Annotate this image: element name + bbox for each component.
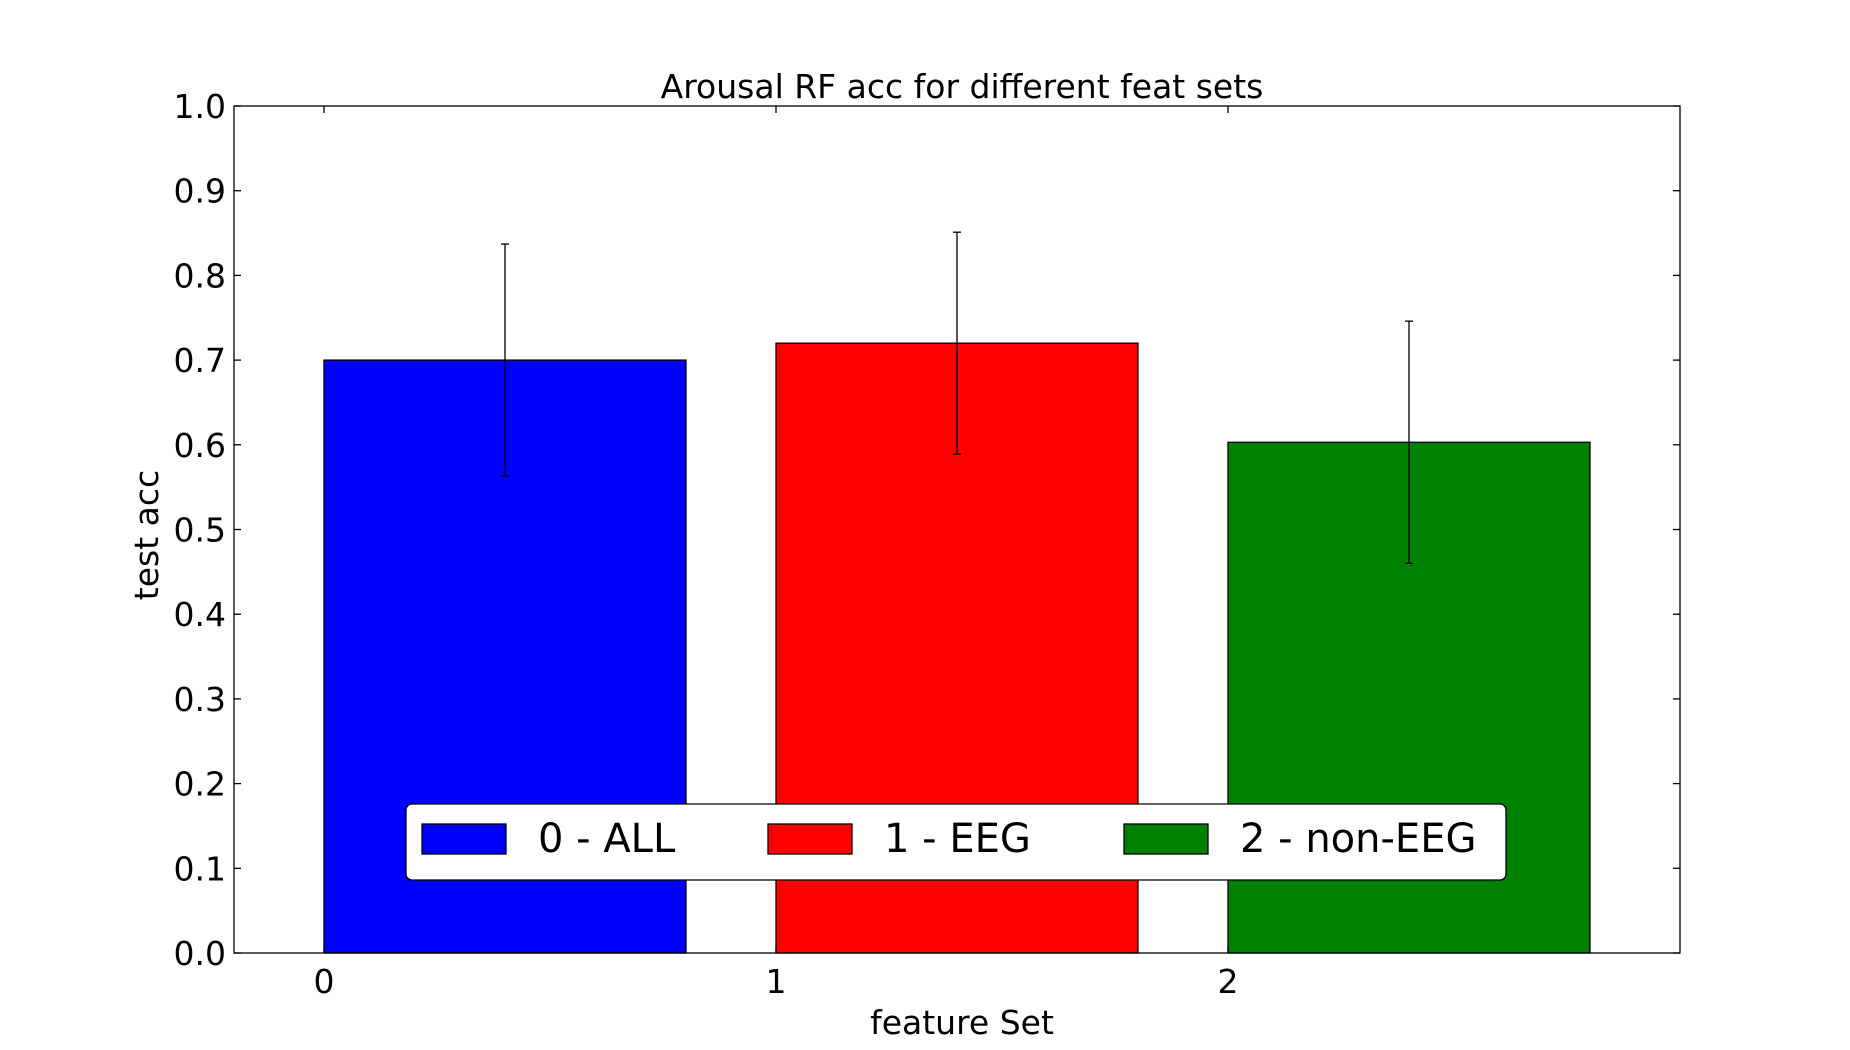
- y-tick-label-7: 0.7: [174, 341, 226, 380]
- y-tick-label-0: 0.0: [174, 934, 226, 973]
- y-tick-label-8: 0.8: [174, 256, 226, 295]
- x-tick-label-0: 0: [314, 962, 335, 1001]
- y-tick-label-9: 0.9: [174, 172, 226, 211]
- y-tick-label-1: 0.1: [174, 849, 226, 888]
- x-tick-label-1: 1: [766, 962, 787, 1001]
- legend-label-0: 0 - ALL: [538, 816, 676, 862]
- legend-label-2: 2 - non-EEG: [1240, 816, 1476, 862]
- legend-swatch-1: [767, 823, 853, 855]
- x-tick-label-2: 2: [1218, 962, 1239, 1001]
- legend: 0 - ALL 1 - EEG 2 - non-EEG: [405, 803, 1507, 881]
- y-tick-label-10: 1.0: [174, 87, 226, 126]
- legend-swatch-2: [1123, 823, 1209, 855]
- y-axis-label: test acc: [127, 470, 166, 600]
- y-tick-label-4: 0.4: [174, 595, 226, 634]
- legend-label-1: 1 - EEG: [884, 816, 1031, 862]
- chart-title: Arousal RF acc for different feat sets: [661, 67, 1264, 106]
- x-axis-label: feature Set: [870, 1003, 1054, 1042]
- axes: 0.0 0.1 0.2 0.3 0.4 0.5 0.6 0.7 0.8 0.9 1.0 0 1 2: [174, 87, 1681, 1001]
- legend-swatch-0: [421, 823, 507, 855]
- legend-box: [405, 803, 1507, 881]
- y-tick-label-3: 0.3: [174, 680, 226, 719]
- y-tick-label-6: 0.6: [174, 426, 226, 465]
- y-tick-label-5: 0.5: [174, 511, 226, 550]
- y-tick-label-2: 0.2: [174, 765, 226, 804]
- error-bars: [501, 231, 1413, 565]
